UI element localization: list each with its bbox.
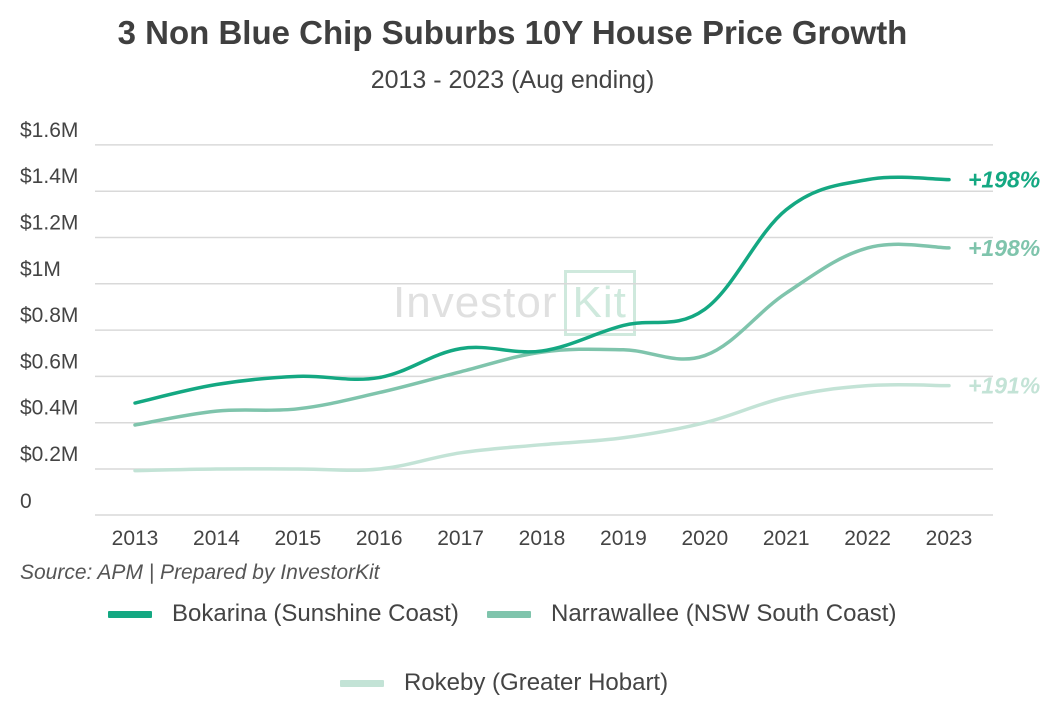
line-chart: 0 $0.2M $0.4M $0.6M $0.8M $1M $1.2M $1.4M $1.6M 2… (20, 119, 1040, 550)
y-tick-label: $1.6M (20, 119, 78, 142)
legend-item-rokeby: Rokeby (Greater Hobart) (340, 669, 668, 697)
end-label-narrawallee: +198% (968, 235, 1040, 261)
chart-title: 3 Non Blue Chip Suburbs 10Y House Price … (117, 14, 908, 51)
y-tick-label: $0.4M (20, 397, 78, 420)
investorkit-watermark: Investor Kit (393, 270, 636, 336)
x-tick-label: 2018 (519, 527, 566, 550)
legend-label-rokeby: Rokeby (Greater Hobart) (404, 669, 669, 696)
y-tick-label: $0.2M (20, 443, 78, 466)
x-tick-label: 2013 (112, 527, 159, 550)
y-tick-label: $1.2M (20, 212, 78, 235)
x-tick-label: 2022 (844, 527, 891, 550)
legend-item-bokarina: Bokarina (Sunshine Coast) (108, 600, 459, 628)
y-tick-label: $1.4M (20, 165, 78, 188)
legend-swatch-rokeby (340, 679, 384, 687)
legend-swatch-narrawallee (487, 610, 531, 618)
x-tick-label: 2023 (926, 527, 973, 550)
y-tick-label: $1M (20, 258, 61, 281)
legend-swatch-bokarina (108, 610, 152, 618)
series-line-rokeby (133, 382, 951, 473)
legend-label-bokarina: Bokarina (Sunshine Coast) (172, 600, 459, 627)
y-tick-label: 0 (20, 490, 32, 513)
x-tick-label: 2014 (193, 527, 240, 550)
watermark-text-investor: Investor (393, 278, 558, 327)
x-tick-label: 2021 (763, 527, 810, 550)
y-tick-label: $0.8M (20, 304, 78, 327)
end-label-bokarina: +198% (968, 167, 1040, 193)
end-label-rokeby: +191% (968, 373, 1040, 399)
legend-label-narrawallee: Narrawallee (NSW South Coast) (551, 600, 897, 627)
x-tick-label: 2016 (356, 527, 403, 550)
legend-item-narrawallee: Narrawallee (NSW South Coast) (487, 600, 896, 628)
x-tick-label: 2020 (681, 527, 728, 550)
series-line-narrawallee (133, 242, 951, 427)
source-note: Source: APM | Prepared by InvestorKit (20, 561, 380, 584)
x-tick-label: 2019 (600, 527, 647, 550)
y-tick-label: $0.6M (20, 350, 78, 373)
x-tick-label: 2015 (274, 527, 321, 550)
x-tick-label: 2017 (437, 527, 484, 550)
chart-subtitle: 2013 - 2023 (Aug ending) (370, 66, 655, 94)
series-line-bokarina (133, 175, 951, 405)
